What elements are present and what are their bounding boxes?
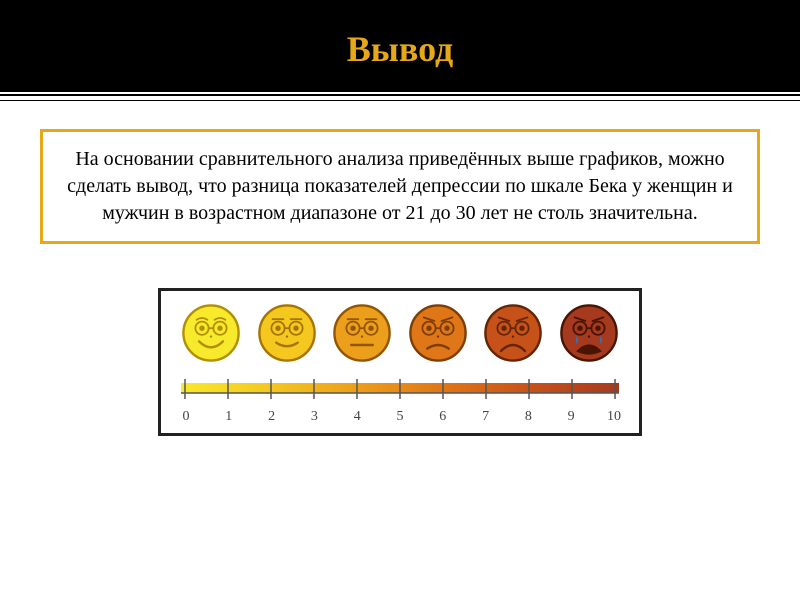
tick-label: 3 bbox=[305, 409, 323, 425]
conclusion-text: На основании сравнительного анализа прив… bbox=[65, 146, 735, 227]
tick-label: 9 bbox=[562, 409, 580, 425]
tick-label: 1 bbox=[220, 409, 238, 425]
conclusion-box: На основании сравнительного анализа прив… bbox=[40, 129, 760, 244]
divider-thin bbox=[0, 100, 800, 101]
tick-label: 4 bbox=[348, 409, 366, 425]
face-happy-icon bbox=[257, 303, 317, 363]
tick-label: 10 bbox=[605, 409, 623, 425]
face-sad-icon bbox=[483, 303, 543, 363]
face-neutral-icon bbox=[332, 303, 392, 363]
face-crying-icon bbox=[559, 303, 619, 363]
tick-label: 5 bbox=[391, 409, 409, 425]
face-very-happy-icon bbox=[181, 303, 241, 363]
tick-label: 7 bbox=[477, 409, 495, 425]
tick-label: 2 bbox=[263, 409, 281, 425]
tick-label: 6 bbox=[434, 409, 452, 425]
face-worried-icon bbox=[408, 303, 468, 363]
tick-label: 8 bbox=[519, 409, 537, 425]
ruler bbox=[175, 373, 625, 407]
tick-labels-row: 0 1 2 3 4 5 6 7 8 9 10 bbox=[175, 409, 625, 425]
faces-row bbox=[175, 303, 625, 363]
pain-scale-panel: 0 1 2 3 4 5 6 7 8 9 10 bbox=[158, 288, 642, 436]
ruler-svg bbox=[181, 373, 619, 407]
tick-label: 0 bbox=[177, 409, 195, 425]
page-title: Вывод bbox=[0, 28, 800, 70]
header-band: Вывод bbox=[0, 0, 800, 94]
divider-thick bbox=[0, 94, 800, 96]
